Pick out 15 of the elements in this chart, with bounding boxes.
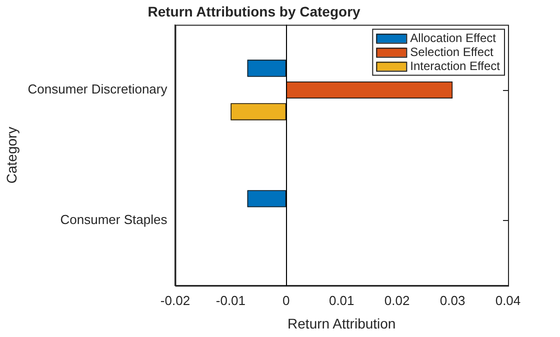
y-axis-title: Category	[3, 126, 20, 184]
x-tick-label: -0.02	[160, 292, 190, 308]
x-axis-title: Return Attribution	[288, 315, 396, 332]
y-tick-label: Consumer Staples	[60, 212, 168, 227]
legend-label: Allocation Effect	[410, 31, 497, 46]
x-tick-label: 0.04	[495, 292, 521, 308]
x-tick-label: 0.02	[384, 292, 410, 308]
x-tick-label: 0	[282, 292, 290, 308]
y-tick-label: Consumer Discretionary	[28, 82, 168, 97]
x-tick-label: 0.03	[440, 292, 466, 308]
x-tick-label: 0.01	[328, 292, 354, 308]
x-tick-label: -0.01	[216, 292, 246, 308]
legend-label: Selection Effect	[410, 45, 494, 60]
chart-title: Return Attributions by Category	[148, 3, 361, 20]
legend-label: Interaction Effect	[410, 59, 501, 74]
